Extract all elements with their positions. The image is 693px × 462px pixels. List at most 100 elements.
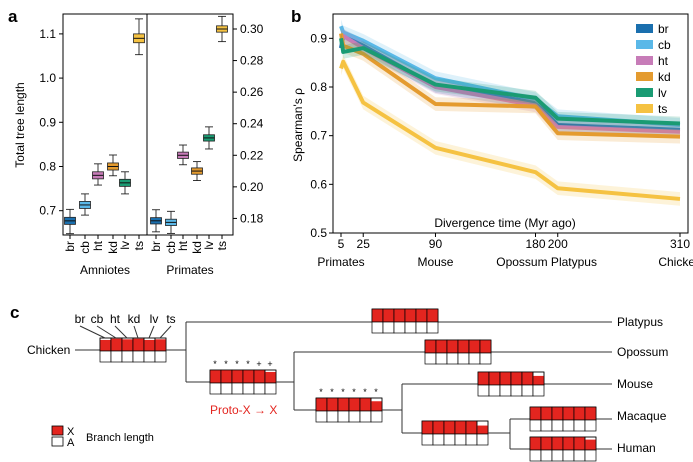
mouse-block-x-fill bbox=[522, 372, 533, 385]
legend-x-label: X bbox=[67, 426, 75, 438]
euth-block-a-cell bbox=[348, 410, 361, 423]
y-tick-label: 1.0 bbox=[39, 71, 56, 85]
mouse-block-a-cell bbox=[477, 384, 490, 397]
tissue-label-ts: ts bbox=[166, 312, 175, 326]
x-tick-label: cb bbox=[78, 241, 92, 254]
proto-block-x-fill bbox=[210, 370, 221, 383]
primate-block-a-cell bbox=[454, 433, 467, 446]
euth-block-x-fill bbox=[316, 398, 327, 411]
ci-band-ht bbox=[341, 29, 680, 139]
euth-block-x-fill bbox=[327, 398, 338, 411]
euth-block-x-fill bbox=[338, 398, 349, 411]
platypus-block-x-fill bbox=[405, 309, 416, 322]
x-tick-label: 200 bbox=[548, 237, 568, 251]
opossum-block-x-fill bbox=[447, 340, 458, 353]
x-tick-label: 310 bbox=[670, 237, 690, 251]
x-tick-label: kd bbox=[106, 241, 120, 254]
proto-block-a-cell bbox=[264, 382, 277, 395]
primate-block-x-fill bbox=[477, 425, 488, 434]
chicken-block-a-cell bbox=[132, 350, 145, 363]
euth-block-x-fill bbox=[349, 398, 360, 411]
platypus-block-a-cell bbox=[393, 321, 406, 334]
y-tick-label: 0.8 bbox=[310, 80, 327, 94]
line-plot-panel: Spearman's ρ Divergence time (Myr ago) 0… bbox=[291, 13, 693, 269]
group-label-primates: Primates bbox=[166, 263, 213, 277]
legend-branch-length: Branch length bbox=[86, 432, 154, 444]
significance-marker: * bbox=[363, 387, 367, 397]
opossum-block-a-cell bbox=[435, 352, 448, 365]
euth-block-a-cell bbox=[326, 410, 339, 423]
series-line-lv bbox=[339, 38, 681, 126]
species-label: Opossum Platypus bbox=[496, 255, 597, 269]
mouse-block-a-cell bbox=[532, 384, 545, 397]
significance-marker: * bbox=[352, 387, 356, 397]
platypus-block-a-cell bbox=[415, 321, 428, 334]
primate-block-a-cell bbox=[443, 433, 456, 446]
legend-label-cb: cb bbox=[658, 38, 671, 52]
y-tick-label: 0.22 bbox=[240, 148, 264, 162]
species-label-human: Human bbox=[617, 441, 656, 455]
species-label-platypus: Platypus bbox=[617, 315, 663, 329]
mouse-block-a-cell bbox=[499, 384, 512, 397]
species-label: Primates bbox=[317, 255, 364, 269]
platypus-block-x-fill bbox=[427, 309, 438, 322]
tissue-label-cb: cb bbox=[91, 312, 104, 326]
x-tick-label: 90 bbox=[429, 237, 443, 251]
tissue-label-lv: lv bbox=[150, 312, 159, 326]
macaque-block-a-cell bbox=[562, 419, 575, 432]
platypus-block-x-fill bbox=[372, 309, 383, 322]
human-block-x-fill bbox=[563, 437, 574, 450]
platypus-block-a-cell bbox=[382, 321, 395, 334]
y-tick-label: 0.8 bbox=[39, 159, 56, 173]
tissue-label-br: br bbox=[75, 312, 86, 326]
significance-marker: + bbox=[256, 359, 261, 369]
human-block-a-cell bbox=[562, 449, 575, 462]
macaque-block-a-cell bbox=[540, 419, 553, 432]
significance-marker: * bbox=[330, 387, 334, 397]
legend-label-kd: kd bbox=[658, 70, 671, 84]
y-tick-label: 0.9 bbox=[39, 115, 56, 129]
primate-block-a-cell bbox=[421, 433, 434, 446]
branch bbox=[96, 325, 117, 339]
macaque-block-x-fill bbox=[552, 407, 563, 420]
primate-block-x-fill bbox=[455, 421, 466, 434]
human-block-a-cell bbox=[540, 449, 553, 462]
line-marks: 0.5 0.6 0.7 0.8 0.9 5 25 90 180 200 310 Primates Mou… bbox=[310, 19, 693, 269]
significance-marker: * bbox=[374, 387, 378, 397]
significance-marker: * bbox=[213, 359, 217, 369]
proto-block-a-cell bbox=[253, 382, 266, 395]
x-tick-label: br bbox=[149, 241, 163, 252]
macaque-block-a-cell bbox=[584, 419, 597, 432]
human-block-x-fill bbox=[541, 437, 552, 450]
primate-block-x-fill bbox=[444, 421, 455, 434]
euth-block-x-fill bbox=[371, 401, 382, 411]
chicken-block-a-cell bbox=[154, 350, 167, 363]
euth-block-a-cell bbox=[337, 410, 350, 423]
chicken-block-a-cell bbox=[99, 350, 112, 363]
branch bbox=[133, 325, 139, 339]
y-tick-label: 0.5 bbox=[310, 226, 327, 240]
phylogenetic-tree: Chicken Platypus Opossum Mouse Macaque Human b… bbox=[27, 308, 668, 462]
y-tick-label: 0.30 bbox=[240, 22, 264, 36]
legend-swatch-ts bbox=[636, 104, 653, 113]
legend-swatch-br bbox=[636, 24, 653, 33]
x-tick-label: 5 bbox=[338, 237, 345, 251]
y-tick-label: 0.18 bbox=[240, 211, 264, 225]
mouse-block-a-cell bbox=[510, 384, 523, 397]
species-label-macaque: Macaque bbox=[617, 409, 667, 423]
y-axis-label: Total tree length bbox=[13, 82, 27, 167]
branch bbox=[148, 325, 155, 339]
mouse-block-x-fill bbox=[533, 375, 544, 385]
macaque-block-x-fill bbox=[574, 407, 585, 420]
platypus-block-x-fill bbox=[394, 309, 405, 322]
legend-a-label: A bbox=[67, 437, 75, 449]
y-tick-label: 0.26 bbox=[240, 85, 264, 99]
macaque-block-x-fill bbox=[530, 407, 541, 420]
chicken-block-x-fill bbox=[111, 338, 122, 351]
x-tick-label: ht bbox=[91, 240, 105, 251]
human-block-x-fill bbox=[574, 437, 585, 450]
opossum-block-x-fill bbox=[469, 340, 480, 353]
y-tick-label: 0.24 bbox=[240, 117, 264, 131]
proto-block-x-fill bbox=[232, 370, 243, 383]
